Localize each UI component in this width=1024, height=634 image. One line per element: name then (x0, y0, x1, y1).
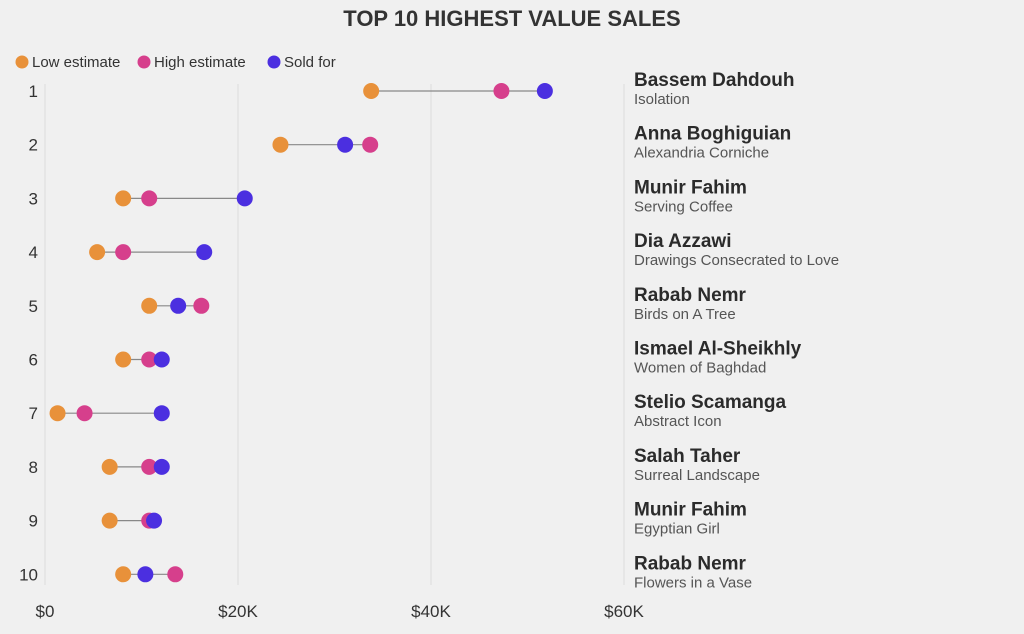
artist-name: Dia Azzawi (634, 231, 732, 252)
artist-name: Stelio Scamanga (634, 392, 786, 413)
dot-low (101, 512, 118, 529)
artist-name: Ismael Al-Sheikhly (634, 339, 802, 360)
artist-name: Rabab Nemr (634, 285, 747, 306)
legend-label-low: Low estimate (32, 54, 120, 71)
rank-label: 4 (29, 243, 38, 262)
dot-high (141, 458, 158, 475)
dot-sold (236, 190, 253, 207)
artwork-title: Women of Baghdad (634, 360, 766, 377)
dot-low (115, 566, 132, 583)
artist-name: Rabab Nemr (634, 553, 747, 574)
dot-sold (170, 297, 187, 314)
rank-label: 5 (29, 297, 38, 316)
x-tick-label: $40K (411, 602, 451, 621)
dot-low (141, 297, 158, 314)
dot-low (115, 351, 132, 368)
rank-label: 3 (29, 189, 38, 208)
dot-high (76, 405, 93, 422)
dot-sold (153, 405, 170, 422)
rank-label: 8 (29, 458, 38, 477)
legend-label-high: High estimate (154, 54, 246, 71)
dot-high (362, 136, 379, 153)
legend: Low estimate High estimate Sold for (15, 54, 336, 71)
dot-low (363, 83, 380, 99)
dot-high (193, 297, 210, 314)
artwork-title: Serving Coffee (634, 198, 733, 215)
legend-marker-sold (267, 55, 281, 69)
x-tick-label: $0 (36, 602, 55, 621)
dot-sold (196, 244, 213, 261)
legend-marker-low (15, 55, 29, 69)
rank-label: 2 (29, 136, 38, 155)
rank-label: 10 (19, 565, 38, 584)
artwork-title: Birds on A Tree (634, 306, 736, 323)
artist-name: Munir Fahim (634, 177, 747, 198)
dot-sold (146, 512, 163, 529)
legend-marker-high (137, 55, 151, 69)
grid (44, 84, 625, 585)
artwork-title: Surreal Landscape (634, 467, 760, 484)
dot-sold (153, 458, 170, 475)
dot-sold (337, 136, 354, 153)
dot-low (272, 136, 289, 153)
dot-high (167, 566, 184, 583)
legend-label-sold: Sold for (284, 54, 336, 71)
dot-sold (536, 83, 553, 99)
chart-title: TOP 10 HIGHEST VALUE SALES (343, 6, 680, 31)
x-tick-label: $20K (218, 602, 258, 621)
rank-label: 6 (29, 351, 38, 370)
artwork-title: Drawings Consecrated to Love (634, 252, 839, 269)
artist-name: Munir Fahim (634, 500, 747, 521)
rank-label: 9 (29, 512, 38, 531)
rank-label: 1 (29, 82, 38, 101)
dot-high (115, 244, 132, 261)
artwork-title: Isolation (634, 91, 690, 108)
rank-label: 7 (29, 404, 38, 423)
dot-sold (153, 351, 170, 368)
artwork-title: Alexandria Corniche (634, 145, 769, 162)
dot-low (115, 190, 132, 207)
dot-sold (137, 566, 154, 583)
artwork-title: Abstract Icon (634, 413, 722, 430)
x-tick-label: $60K (604, 602, 644, 621)
dot-low (101, 458, 118, 475)
artwork-title: Flowers in a Vase (634, 574, 752, 591)
artist-name: Salah Taher (634, 446, 741, 467)
x-axis: $0 $20K $40K $60K (36, 602, 645, 621)
dot-high (141, 190, 158, 207)
dot-low (49, 405, 66, 422)
artist-name: Anna Boghiguian (634, 124, 791, 145)
dot-low (89, 244, 106, 261)
dot-high (141, 351, 158, 368)
artwork-title: Egyptian Girl (634, 521, 720, 538)
artist-name: Bassem Dahdouh (634, 70, 794, 91)
dot-high (493, 83, 510, 99)
